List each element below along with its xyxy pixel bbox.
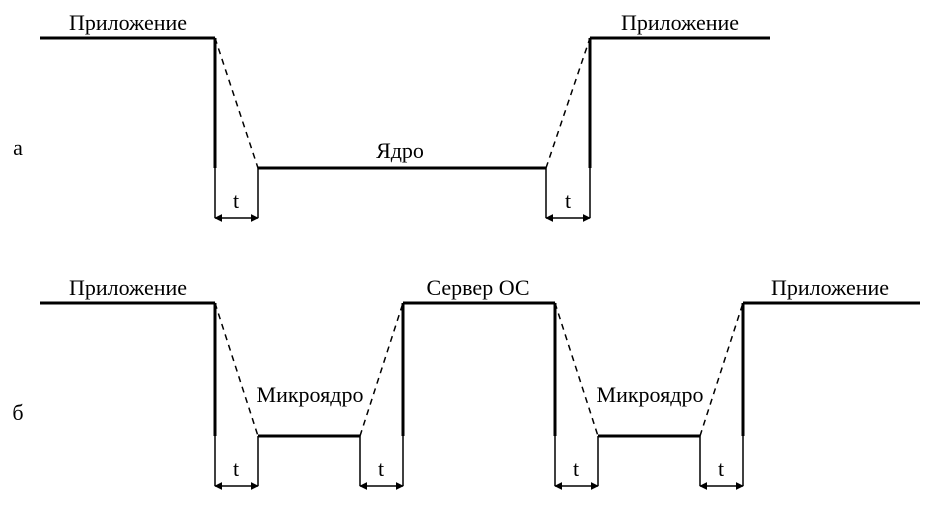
b-label-app-left: Приложение <box>69 275 187 300</box>
b-label-app-right: Приложение <box>771 275 889 300</box>
b-t-label-1: t <box>378 456 384 481</box>
b-dash-4 <box>700 303 743 436</box>
a-label-app-left: Приложение <box>69 10 187 35</box>
a-dash-up <box>546 38 590 168</box>
a-t-label-0: t <box>233 188 239 213</box>
b-dash-3 <box>555 303 598 436</box>
a-label-app-right: Приложение <box>621 10 739 35</box>
a-label-kernel: Ядро <box>376 138 424 163</box>
b-t-label-0: t <box>233 456 239 481</box>
b-label-server: Сервер ОС <box>426 275 529 300</box>
b-label-micro1: Микроядро <box>257 382 364 407</box>
b-t-label-2: t <box>573 456 579 481</box>
b-dash-2 <box>360 303 403 436</box>
panel-a-label: а <box>13 135 23 160</box>
panel-b-label: б <box>12 400 23 425</box>
a-t-label-1: t <box>565 188 571 213</box>
b-label-micro2: Микроядро <box>597 382 704 407</box>
b-dash-1 <box>215 303 258 436</box>
a-dash-down <box>215 38 258 168</box>
b-t-label-3: t <box>718 456 724 481</box>
